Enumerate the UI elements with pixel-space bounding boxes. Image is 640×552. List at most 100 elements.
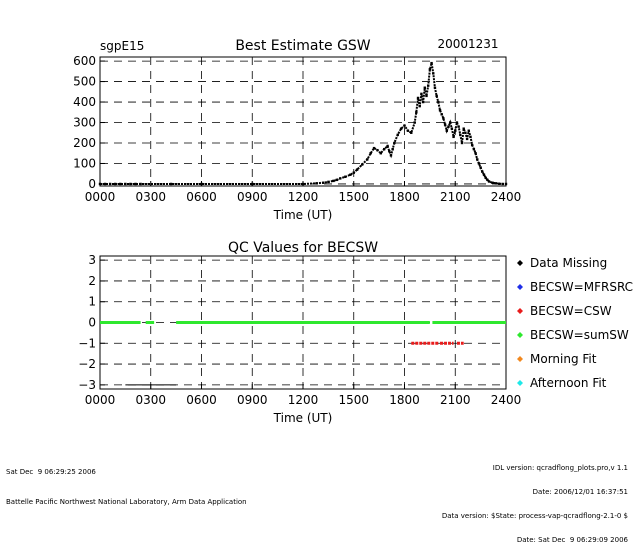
gsw-data-point <box>421 100 425 104</box>
top-y-tick-label: 0 <box>88 177 96 191</box>
gsw-data-point <box>251 182 254 186</box>
gsw-data-point <box>383 147 386 151</box>
gsw-data-point <box>459 133 462 137</box>
legend-marker <box>517 308 523 314</box>
top-x-tick-label: 2400 <box>491 190 522 204</box>
gsw-data-point <box>474 152 477 155</box>
top-y-tick-label: 200 <box>73 136 96 150</box>
gsw-data-point <box>445 129 448 132</box>
gsw-data-point <box>454 129 457 132</box>
gsw-data-point <box>498 182 501 185</box>
gsw-data-point <box>200 182 203 186</box>
gsw-data-point <box>415 111 418 114</box>
gsw-data-point <box>396 133 399 137</box>
bottom-chart-title: QC Values for BECSW <box>228 240 378 256</box>
gsw-data-point <box>386 144 389 148</box>
gsw-data-point <box>469 135 472 139</box>
gsw-data-point <box>484 176 487 180</box>
gsw-data-point <box>465 137 469 141</box>
gsw-data-point <box>124 182 127 186</box>
bottom-y-tick-label: −1 <box>78 336 96 350</box>
gsw-data-point <box>482 173 486 176</box>
gsw-data-point <box>406 129 410 132</box>
gsw-data-point <box>467 129 470 132</box>
chart-legend: Data Missing BECSW=MFRSRC BECSW=CSW BECSW=s… <box>517 256 633 390</box>
gsw-data-point <box>344 175 347 178</box>
top-x-tick-label: 0300 <box>135 190 166 204</box>
gsw-data-point <box>114 182 117 186</box>
bottom-y-tick-label: 2 <box>88 274 96 288</box>
footer-idl-date: Date: 2006/12/01 16:37:51 <box>532 488 628 496</box>
gsw-data-point <box>433 86 437 89</box>
gsw-data-point <box>464 131 467 134</box>
footer-data-version: Data version: $State: process-vap-qcradf… <box>441 512 628 520</box>
gsw-data-point <box>491 181 494 184</box>
gsw-data-point <box>361 163 364 166</box>
gsw-data-point <box>477 162 481 165</box>
top-plot-frame <box>99 56 507 187</box>
gsw-data-point <box>391 147 394 151</box>
gsw-data-point <box>460 141 464 145</box>
gsw-data-point <box>457 125 460 128</box>
site-label: sgpE15 <box>100 39 144 53</box>
gsw-data-point <box>372 146 376 150</box>
gsw-data-point <box>416 96 420 100</box>
gsw-data-point <box>501 182 504 186</box>
gsw-data-point <box>315 182 318 185</box>
top-chart: 0000 0300 0600 0900 1200 1500 1800 2100 2400 0 100… <box>73 54 521 204</box>
gsw-data-point <box>108 182 112 186</box>
top-y-tick-label: 600 <box>73 54 96 68</box>
gsw-data-point <box>349 173 352 176</box>
top-x-tick-label: 1200 <box>288 190 319 204</box>
gsw-data-point <box>393 141 396 145</box>
gsw-data-point <box>335 178 339 182</box>
footer-timestamp: Sat Dec 9 06:29:25 2006 <box>6 468 96 476</box>
gsw-data-point <box>481 170 484 173</box>
legend-label: Morning Fit <box>530 352 597 366</box>
gsw-data-point <box>98 182 102 186</box>
footer-right: IDL version: qcradflong_plots.pro,v 1.1 … <box>442 448 628 552</box>
gsw-data-point <box>432 72 435 75</box>
bottom-y-tick-label: −2 <box>78 357 96 371</box>
top-x-tick-label: 1500 <box>338 190 369 204</box>
gsw-data-point <box>438 109 442 112</box>
gsw-data-point <box>332 179 335 183</box>
gsw-data-point <box>472 147 476 151</box>
gsw-data-point <box>410 131 413 134</box>
gsw-data-point <box>169 182 173 186</box>
gsw-data-point <box>443 123 447 126</box>
gsw-data-point <box>462 127 465 130</box>
bottom-x-tick-label: 1500 <box>338 393 369 407</box>
top-x-tick-label: 0600 <box>186 190 217 204</box>
gsw-data-point <box>428 68 432 71</box>
bottom-x-tick-label: 1800 <box>389 393 420 407</box>
gsw-data-point <box>379 152 383 155</box>
gsw-data-point <box>403 124 406 127</box>
gsw-data-point <box>388 149 391 153</box>
gsw-data-point <box>494 182 498 185</box>
gsw-data-point <box>437 100 440 104</box>
footer-idl-version: IDL version: qcradflong_plots.pro,v 1.1 <box>492 464 628 472</box>
legend-marker <box>517 380 523 386</box>
gsw-data-point <box>440 113 443 116</box>
bottom-x-tick-label: 0300 <box>135 393 166 407</box>
gsw-data-point <box>339 177 342 180</box>
gsw-data-point <box>425 94 428 98</box>
legend-label: BECSW=MFRSRC <box>530 280 633 294</box>
bottom-x-tick-label: 0900 <box>237 393 268 407</box>
gsw-data-point <box>369 152 372 155</box>
gsw-data-point <box>139 182 142 186</box>
footer-credit: Battelle Pacific Northwest National Labo… <box>6 498 247 506</box>
top-y-tick-label: 400 <box>73 95 96 109</box>
bottom-chart: 0000 0300 0600 0900 1200 1500 1800 2100 2400 3 2 1 0… <box>78 253 521 407</box>
top-y-tick-label: 100 <box>73 156 96 170</box>
legend-marker <box>517 260 523 266</box>
top-chart-title: Best Estimate GSW <box>235 38 370 54</box>
top-x-axis-label: Time (UT) <box>273 208 333 222</box>
gsw-data-point <box>442 117 445 120</box>
gsw-data-point <box>399 127 403 130</box>
bottom-x-tick-label: 2400 <box>491 393 522 407</box>
gsw-data-point <box>426 84 430 87</box>
gsw-data-point <box>450 127 454 130</box>
legend-label: BECSW=CSW <box>530 304 612 318</box>
